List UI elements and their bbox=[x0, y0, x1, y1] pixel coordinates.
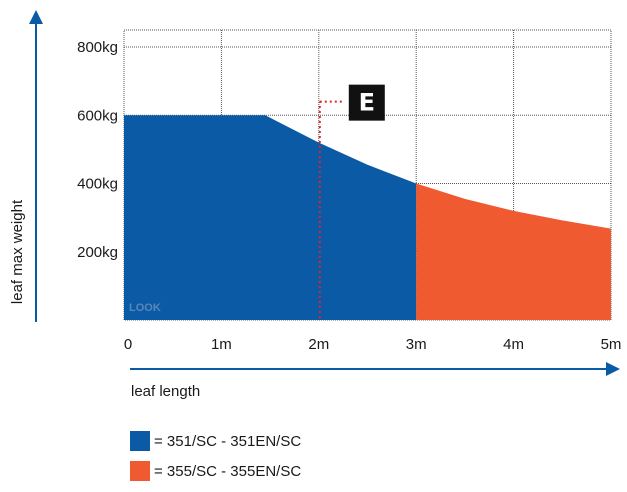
legend-item-355: = 355/SC - 355EN/SC bbox=[130, 461, 301, 481]
y-axis-title: leaf max weight bbox=[9, 199, 26, 304]
y-axis-arrow bbox=[29, 10, 43, 322]
series-area-2 bbox=[416, 183, 611, 320]
legend: = 351/SC - 351EN/SC = 355/SC - 355EN/SC bbox=[130, 431, 301, 481]
x-tick-label: 1m bbox=[211, 336, 232, 353]
legend-swatch-blue bbox=[130, 431, 150, 451]
y-tick-labels: 200kg 400kg 600kg 800kg bbox=[77, 39, 118, 261]
x-tick-label: 2m bbox=[308, 336, 329, 353]
x-axis-arrow bbox=[130, 362, 620, 376]
x-axis-title: leaf length bbox=[131, 383, 200, 400]
y-tick-label: 600kg bbox=[77, 107, 118, 124]
legend-label-355: = 355/SC - 355EN/SC bbox=[154, 463, 301, 480]
y-tick-label: 400kg bbox=[77, 176, 118, 193]
x-tick-label: 0 bbox=[124, 336, 132, 353]
series-areas bbox=[124, 115, 611, 320]
x-tick-labels: 0 1m 2m 3m 4m 5m bbox=[124, 336, 622, 353]
series-area-1 bbox=[124, 115, 417, 320]
x-tick-label: 5m bbox=[601, 336, 622, 353]
annotation: E bbox=[318, 84, 385, 318]
y-tick-label: 200kg bbox=[77, 244, 118, 261]
legend-label-351: = 351/SC - 351EN/SC bbox=[154, 433, 301, 450]
annotation-marker-box bbox=[348, 84, 385, 121]
watermark: LOOK bbox=[129, 302, 161, 314]
x-tick-label: 3m bbox=[406, 336, 427, 353]
y-tick-label: 800kg bbox=[77, 39, 118, 56]
legend-swatch-orange bbox=[130, 461, 150, 481]
annotation-marker-label: E bbox=[359, 89, 375, 117]
x-tick-label: 4m bbox=[503, 336, 524, 353]
legend-item-351: = 351/SC - 351EN/SC bbox=[130, 431, 301, 451]
